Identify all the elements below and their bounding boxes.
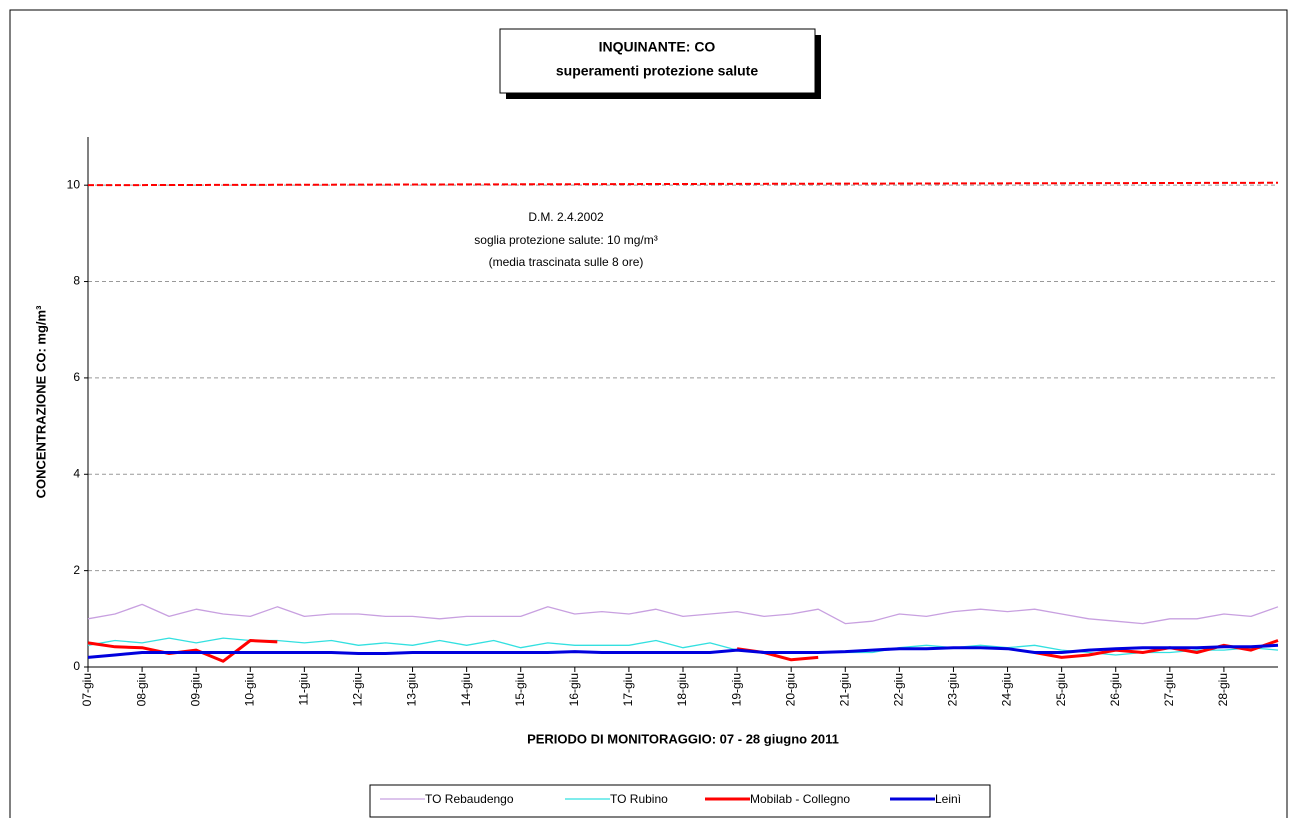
legend-label: TO Rebaudengo <box>425 792 514 806</box>
series-line <box>87 643 1279 659</box>
y-tick-label: 10 <box>67 177 81 191</box>
y-tick-label: 8 <box>73 274 80 288</box>
x-tick-label: 14-giu <box>459 673 473 706</box>
legend-box <box>369 784 991 818</box>
title-box <box>499 28 816 94</box>
x-tick-label: 22-giu <box>892 673 906 706</box>
x-tick-label: 21-giu <box>837 673 851 706</box>
legend-label: TO Rubino <box>610 792 668 806</box>
x-tick-label: 20-giu <box>783 673 797 706</box>
annotation: (media trascinata sulle 8 ore) <box>489 255 644 269</box>
legend-label: Mobilab - Collegno <box>750 792 850 806</box>
x-tick-label: 08-giu <box>134 673 148 706</box>
x-tick-label: 13-giu <box>405 673 419 706</box>
x-tick-label: 19-giu <box>729 673 743 706</box>
x-tick-label: 25-giu <box>1054 673 1068 706</box>
x-tick-label: 15-giu <box>513 673 527 706</box>
x-tick-label: 12-giu <box>351 673 365 706</box>
y-tick-label: 2 <box>73 563 80 577</box>
y-tick-label: 6 <box>73 370 80 384</box>
x-tick-label: 07-giu <box>80 673 94 706</box>
legend-label: Leinì <box>935 792 961 806</box>
x-tick-label: 26-giu <box>1108 673 1122 706</box>
chart-title: superamenti protezione salute <box>556 63 758 79</box>
y-tick-label: 0 <box>73 659 80 673</box>
threshold-line <box>87 181 1279 187</box>
annotation: soglia protezione salute: 10 mg/m³ <box>474 233 657 247</box>
x-axis-label: PERIODO DI MONITORAGGIO: 07 - 28 giugno … <box>527 731 839 746</box>
annotation: D.M. 2.4.2002 <box>528 210 604 224</box>
x-tick-label: 16-giu <box>567 673 581 706</box>
frame <box>9 9 1288 818</box>
chart-title: INQUINANTE: CO <box>599 39 716 55</box>
x-tick-label: 24-giu <box>1000 673 1014 706</box>
x-tick-label: 09-giu <box>188 673 202 706</box>
y-axis-label: CONCENTRAZIONE CO: mg/m³ <box>33 305 48 499</box>
x-tick-label: 17-giu <box>621 673 635 706</box>
x-tick-label: 23-giu <box>946 673 960 706</box>
x-tick-label: 27-giu <box>1162 673 1176 706</box>
x-tick-label: 18-giu <box>675 673 689 706</box>
x-tick-label: 10-giu <box>242 673 256 706</box>
series-line <box>87 603 1279 625</box>
y-tick-label: 4 <box>73 466 80 480</box>
x-tick-label: 28-giu <box>1216 673 1230 706</box>
x-tick-label: 11-giu <box>297 673 311 705</box>
